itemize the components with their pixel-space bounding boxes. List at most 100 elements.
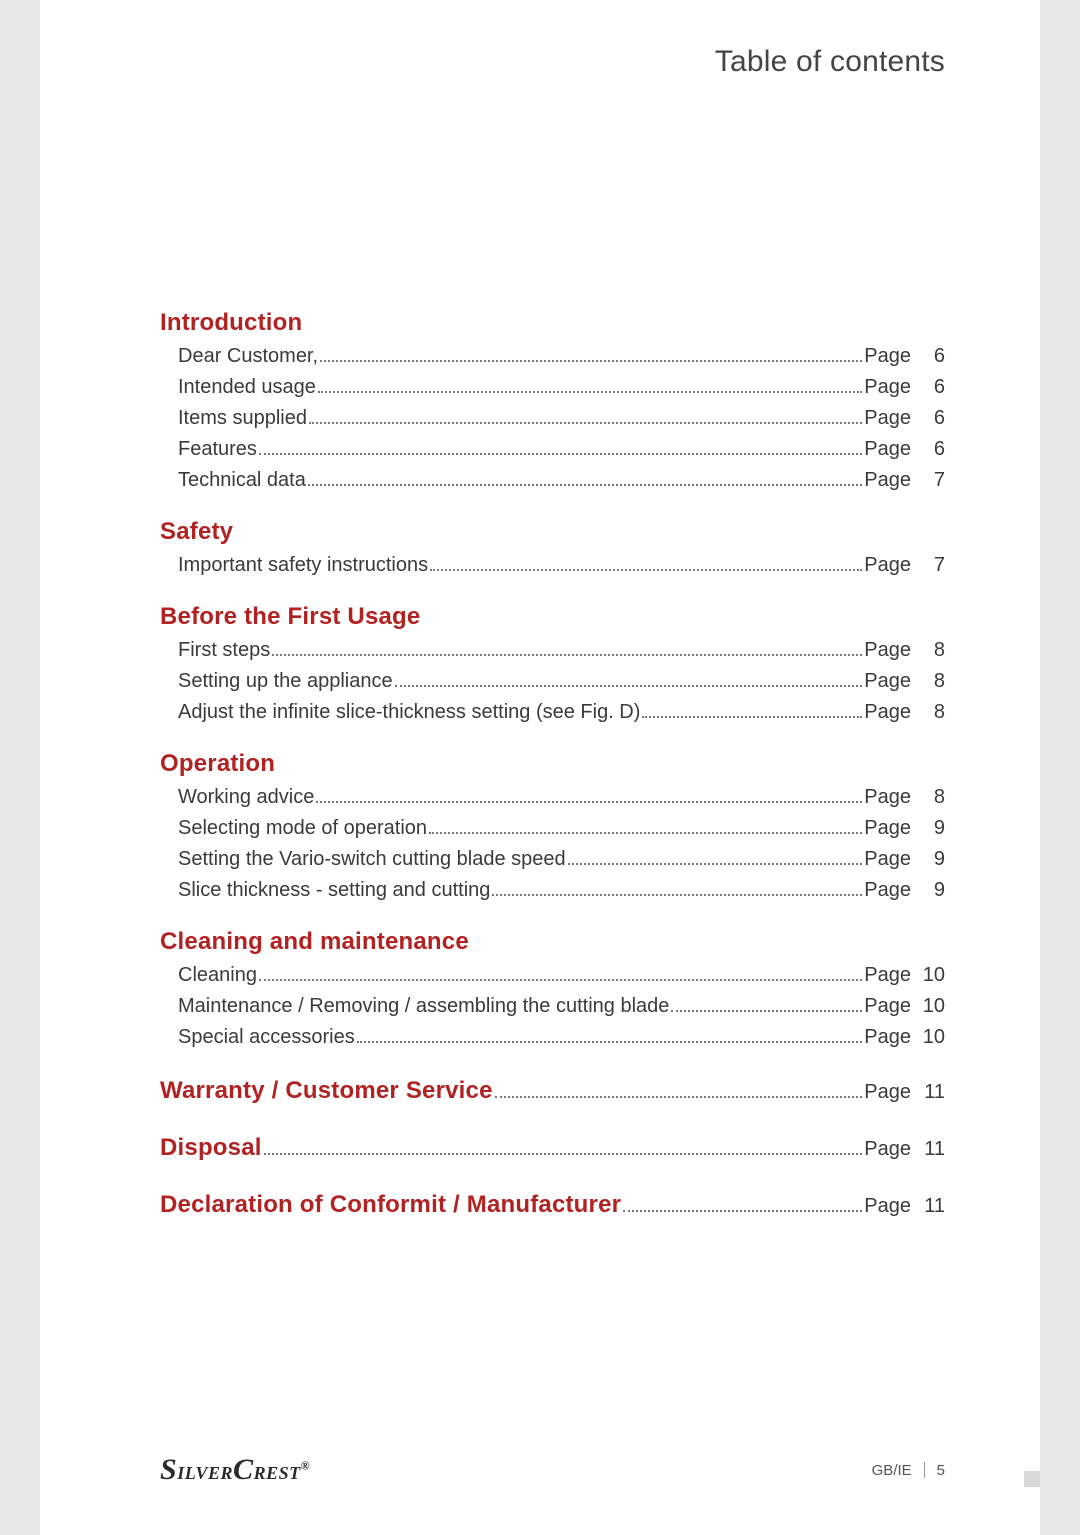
- leader-dots: [671, 1010, 862, 1012]
- toc-entry-label: Setting up the appliance: [178, 666, 393, 697]
- page-number: 9: [911, 875, 945, 906]
- toc-section-inline: Disposal Page11: [160, 1132, 945, 1163]
- toc-entry-label: Adjust the infinite slice-thickness sett…: [178, 697, 640, 728]
- page-number: 8: [911, 782, 945, 813]
- section-heading: Safety: [160, 518, 945, 546]
- toc-section: Safety Important safety instructions Page7: [160, 518, 945, 581]
- toc-entry: Dear Customer, Page6: [160, 341, 945, 372]
- page-word: Page: [864, 372, 911, 403]
- toc-entry-label: Slice thickness - setting and cutting: [178, 875, 490, 906]
- toc-entry: Special accessoriesPage10: [160, 1022, 945, 1053]
- page-number: 11: [911, 1193, 945, 1219]
- page-word: Page: [864, 403, 911, 434]
- page-number: 11: [911, 1079, 945, 1105]
- leader-dots: [308, 484, 862, 486]
- toc-entry-label: Setting the Vario-switch cutting blade s…: [178, 844, 566, 875]
- page-number: 6: [911, 403, 945, 434]
- toc-entry: First steps Page8: [160, 635, 945, 666]
- leader-dots: [395, 685, 863, 687]
- toc-entry-label: Special accessories: [178, 1022, 355, 1053]
- page-word: Page: [864, 844, 911, 875]
- page-number: 6: [911, 434, 945, 465]
- page-word: Page: [864, 550, 911, 581]
- toc-entry: Selecting mode of operationPage9: [160, 813, 945, 844]
- page-word: Page: [864, 341, 911, 372]
- page-number: 11: [911, 1136, 945, 1162]
- toc-entry-label: Dear Customer,: [178, 341, 318, 372]
- page-footer: SilverCrest® GB/IE 5: [160, 1453, 945, 1487]
- leader-dots: [430, 569, 862, 571]
- page-number: 9: [911, 844, 945, 875]
- leader-dots: [272, 654, 862, 656]
- toc-entry-label: Intended usage: [178, 372, 316, 403]
- toc-entry: Adjust the infinite slice-thickness sett…: [160, 697, 945, 728]
- leader-dots: [623, 1210, 862, 1212]
- page-word: Page: [864, 465, 911, 496]
- toc-entry: Maintenance / Removing / assembling the …: [160, 991, 945, 1022]
- section-heading: Before the First Usage: [160, 603, 945, 631]
- page-word: Page: [864, 1136, 911, 1162]
- toc-entry: Setting the Vario-switch cutting blade s…: [160, 844, 945, 875]
- page-number: 7: [911, 550, 945, 581]
- footer-locale: GB/IE: [872, 1462, 912, 1479]
- toc-entry: CleaningPage10: [160, 960, 945, 991]
- leader-dots: [429, 832, 862, 834]
- leader-dots: [316, 801, 862, 803]
- page-number: 6: [911, 341, 945, 372]
- leader-dots: [259, 979, 862, 981]
- footer-page-number: 5: [937, 1462, 945, 1479]
- section-heading: Declaration of Conformit / Manufacturer: [160, 1189, 621, 1220]
- toc-entry: Setting up the appliance Page8: [160, 666, 945, 697]
- corner-decoration: [1024, 1471, 1040, 1487]
- section-heading: Cleaning and maintenance: [160, 928, 945, 956]
- toc-entry-label: Selecting mode of operation: [178, 813, 427, 844]
- page-number: 8: [911, 697, 945, 728]
- page-word: Page: [864, 813, 911, 844]
- toc-entry: Slice thickness - setting and cutting Pag…: [160, 875, 945, 906]
- page-number: 10: [911, 960, 945, 991]
- brand-logo: SilverCrest®: [160, 1453, 310, 1487]
- toc-entry: Working advicePage8: [160, 782, 945, 813]
- page-number: 10: [911, 991, 945, 1022]
- page-word: Page: [864, 991, 911, 1022]
- page-number: 7: [911, 465, 945, 496]
- section-heading: Operation: [160, 750, 945, 778]
- toc-entry: Important safety instructions Page7: [160, 550, 945, 581]
- toc-entry: Technical data Page7: [160, 465, 945, 496]
- toc-section-inline: Declaration of Conformit / Manufacturer P…: [160, 1189, 945, 1220]
- toc-entry: Items suppliedPage6: [160, 403, 945, 434]
- page-word: Page: [864, 697, 911, 728]
- leader-dots: [495, 1096, 863, 1098]
- toc-body: IntroductionDear Customer,Page6Intended …: [160, 309, 945, 1221]
- page-number: 6: [911, 372, 945, 403]
- document-page: Table of contents Introduction Dear Custo…: [40, 0, 1040, 1535]
- page-number: 8: [911, 666, 945, 697]
- toc-entry: Intended usage Page6: [160, 372, 945, 403]
- footer-meta: GB/IE 5: [872, 1462, 945, 1479]
- leader-dots: [357, 1041, 863, 1043]
- page-word: Page: [864, 1193, 911, 1219]
- toc-section: OperationWorking advicePage8Selecting mo…: [160, 750, 945, 906]
- section-heading: Introduction: [160, 309, 945, 337]
- toc-entry-label: Technical data: [178, 465, 306, 496]
- toc-entry-label: Working advice: [178, 782, 314, 813]
- page-word: Page: [864, 635, 911, 666]
- page-title: Table of contents: [160, 45, 945, 79]
- page-word: Page: [864, 960, 911, 991]
- toc-section-inline: Warranty / Customer ServicePage11: [160, 1075, 945, 1106]
- page-word: Page: [864, 434, 911, 465]
- page-word: Page: [864, 1079, 911, 1105]
- page-number: 8: [911, 635, 945, 666]
- toc-entry-label: First steps: [178, 635, 270, 666]
- toc-section: Cleaning and maintenance CleaningPage10Ma…: [160, 928, 945, 1053]
- toc-entry-label: Maintenance / Removing / assembling the …: [178, 991, 669, 1022]
- leader-dots: [318, 391, 862, 393]
- toc-entry-label: Important safety instructions: [178, 550, 428, 581]
- footer-separator: [924, 1462, 925, 1478]
- page-word: Page: [864, 875, 911, 906]
- page-word: Page: [864, 666, 911, 697]
- leader-dots: [309, 422, 862, 424]
- section-heading: Disposal: [160, 1132, 262, 1163]
- page-number: 10: [911, 1022, 945, 1053]
- toc-section: Before the First UsageFirst stepsPage8Se…: [160, 603, 945, 728]
